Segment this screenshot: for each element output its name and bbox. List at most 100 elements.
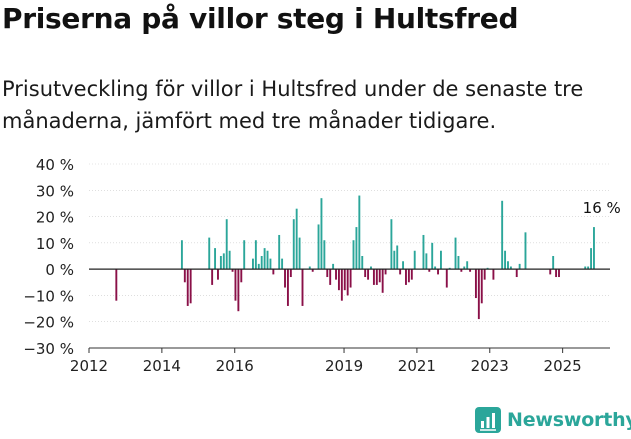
bar xyxy=(254,240,257,270)
bar xyxy=(431,242,434,270)
bar xyxy=(501,200,504,270)
bar xyxy=(228,250,231,270)
bar xyxy=(483,269,486,280)
bar xyxy=(225,219,228,270)
bar xyxy=(284,269,286,288)
bar xyxy=(217,269,219,280)
bar xyxy=(549,269,552,275)
bar xyxy=(428,269,431,272)
bar xyxy=(243,240,246,270)
bar xyxy=(183,269,186,283)
bar xyxy=(439,250,442,270)
bar xyxy=(263,248,266,270)
bar xyxy=(252,258,254,270)
bar xyxy=(504,250,507,270)
bar xyxy=(492,269,495,280)
bar-chart: −30 % −20 % −10 % 0 % 10 % 20 % 30 % 40 % 2012 20… xyxy=(23,156,621,375)
value-annotation: 16 % xyxy=(583,199,621,217)
chart-subtitle: Prisutveckling för villor i Hultsfred un… xyxy=(2,77,584,133)
bar xyxy=(407,269,410,283)
bar xyxy=(189,269,192,304)
bar xyxy=(343,269,346,291)
bar xyxy=(292,219,295,270)
x-tick-label: 2016 xyxy=(216,357,254,375)
bar xyxy=(372,269,375,285)
bar xyxy=(186,269,189,306)
y-tick-label: 30 % xyxy=(36,182,74,200)
bar xyxy=(402,261,405,270)
bar xyxy=(355,227,358,270)
bar xyxy=(329,269,332,285)
bar xyxy=(332,263,335,270)
bar xyxy=(448,267,451,270)
bar xyxy=(590,248,593,270)
x-tick-label: 2019 xyxy=(325,357,363,375)
bar xyxy=(286,269,289,306)
bar xyxy=(320,198,323,270)
bar xyxy=(463,266,466,270)
bar xyxy=(346,269,349,296)
newsworthy-logo-text: Newsworthy xyxy=(507,409,631,431)
x-tick-label: 2012 xyxy=(70,357,108,375)
bar xyxy=(364,269,367,278)
x-tick-label: 2023 xyxy=(471,357,509,375)
bar xyxy=(234,269,237,301)
bar xyxy=(399,269,402,275)
bar xyxy=(393,250,396,270)
bar xyxy=(326,269,329,278)
x-tick-label: 2021 xyxy=(398,357,436,375)
bar xyxy=(370,266,372,270)
bar xyxy=(434,266,437,270)
bar xyxy=(219,256,222,270)
y-tick-label: 0 % xyxy=(45,261,74,279)
bar xyxy=(390,219,393,270)
bar xyxy=(269,258,272,270)
bar xyxy=(593,227,595,270)
bar xyxy=(405,269,407,285)
y-tick-label: 10 % xyxy=(36,235,74,253)
bar xyxy=(349,269,352,288)
bar xyxy=(298,237,301,270)
bar xyxy=(378,269,381,283)
bar xyxy=(460,269,463,272)
bar xyxy=(584,266,587,270)
bar xyxy=(281,258,284,270)
bar xyxy=(337,269,340,291)
bar xyxy=(466,261,469,270)
bar xyxy=(237,269,240,312)
bar xyxy=(272,269,275,275)
bar xyxy=(474,269,477,299)
bar xyxy=(323,240,326,270)
bar xyxy=(214,248,217,270)
newsworthy-logo-icon xyxy=(475,407,501,433)
bar xyxy=(515,269,518,278)
bar xyxy=(211,269,214,285)
bar xyxy=(524,232,527,270)
bar xyxy=(410,269,413,280)
chart-title: Priserna på villor steg i Hultsfred xyxy=(2,2,519,35)
bar xyxy=(413,250,416,270)
bar xyxy=(422,234,425,270)
bar xyxy=(266,250,269,270)
bar xyxy=(518,263,521,270)
bar xyxy=(278,234,281,270)
y-tick-label: −30 % xyxy=(23,340,74,358)
bar xyxy=(257,263,260,270)
bar xyxy=(396,245,399,270)
bar xyxy=(358,195,361,270)
bar xyxy=(180,240,183,270)
y-tick-label: −10 % xyxy=(23,287,74,305)
bar xyxy=(425,253,428,270)
bar xyxy=(384,269,387,275)
bar xyxy=(477,269,480,320)
bar xyxy=(375,269,378,285)
bar xyxy=(335,269,337,280)
bar xyxy=(240,269,243,283)
bar xyxy=(208,237,211,270)
bar xyxy=(454,237,457,270)
newsworthy-logo[interactable]: Newsworthy xyxy=(475,407,631,433)
bar xyxy=(486,267,489,270)
bar xyxy=(295,208,298,270)
x-tick-label: 2025 xyxy=(544,357,582,375)
bar xyxy=(260,256,263,270)
